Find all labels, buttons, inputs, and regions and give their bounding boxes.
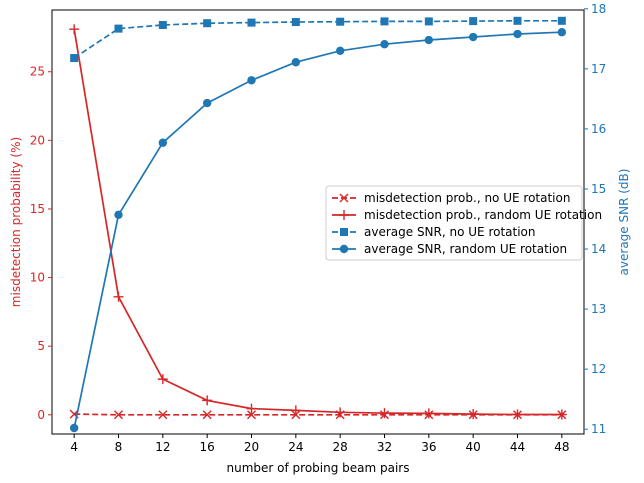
data-point	[202, 98, 212, 108]
data-point	[69, 24, 80, 35]
data-point	[114, 410, 123, 420]
right-y-tick-label: 16	[591, 122, 606, 136]
x-tick-label: 44	[510, 440, 525, 454]
data-point	[468, 409, 479, 420]
series-3	[70, 16, 566, 63]
legend-entry: misdetection prob., no UE rotation	[332, 191, 570, 205]
data-point	[291, 18, 300, 27]
legend-label: average SNR, no UE rotation	[364, 225, 536, 239]
data-point	[335, 46, 345, 56]
data-point	[424, 17, 433, 26]
data-point	[291, 58, 301, 67]
left-y-axis: 0 5 10 15 20 25	[30, 65, 52, 422]
legend-label: misdetection prob., random UE rotation	[364, 208, 602, 222]
data-point	[203, 19, 212, 28]
data-point	[113, 291, 124, 302]
data-point	[379, 408, 390, 419]
x-axis-label: number of probing beam pairs	[227, 461, 410, 475]
series-line	[73, 19, 562, 59]
legend-label: average SNR, random UE rotation	[364, 242, 567, 256]
right-y-tick-label: 18	[591, 2, 606, 16]
legend: misdetection prob., no UE rotation misdet…	[325, 185, 602, 261]
x-tick-label: 48	[554, 440, 569, 454]
right-y-tick-label: 15	[591, 182, 606, 196]
left-y-tick-label: 10	[30, 271, 45, 285]
data-point	[513, 29, 522, 39]
data-point	[468, 32, 478, 42]
series-line	[73, 31, 562, 429]
legend-entry: average SNR, no UE rotation	[332, 225, 536, 239]
legend-entry: misdetection prob., random UE rotation	[332, 208, 602, 222]
x-tick-label: 24	[288, 440, 303, 454]
data-point	[158, 21, 167, 30]
x-tick-label: 12	[155, 440, 170, 454]
x-axis: 4 8 12 16 20 24 28 32 36 40 44 48	[70, 434, 569, 454]
data-point	[556, 409, 567, 420]
data-point	[247, 76, 256, 85]
data-point	[202, 395, 213, 406]
left-y-tick-label: 20	[30, 133, 45, 147]
right-y-tick-label: 17	[591, 62, 606, 76]
data-point	[513, 16, 522, 25]
data-point	[380, 40, 389, 49]
x-tick-label: 28	[333, 440, 348, 454]
series-4	[69, 28, 567, 433]
right-y-tick-label: 13	[591, 302, 606, 316]
data-point	[247, 18, 256, 27]
x-tick-label: 4	[70, 440, 78, 454]
data-point	[114, 210, 123, 219]
plot-frame	[51, 9, 585, 435]
right-y-axis-label: average SNR (dB)	[617, 169, 631, 276]
right-y-tick-label: 12	[591, 362, 606, 376]
data-point	[114, 24, 123, 33]
right-y-tick-label: 11	[591, 422, 606, 436]
left-y-tick-label: 0	[37, 408, 45, 422]
x-tick-label: 20	[244, 440, 259, 454]
data-point	[247, 410, 256, 420]
data-point	[70, 54, 79, 63]
legend-label: misdetection prob., no UE rotation	[364, 191, 570, 205]
left-y-tick-label: 15	[30, 202, 45, 216]
data-point	[512, 409, 523, 420]
legend-marker	[339, 210, 349, 220]
data-point	[335, 407, 346, 418]
plot-area	[51, 9, 585, 435]
data-point	[469, 17, 478, 26]
data-point	[380, 17, 389, 26]
x-tick-label: 40	[466, 440, 481, 454]
data-point	[202, 410, 212, 420]
x-tick-label: 36	[421, 440, 436, 454]
right-y-tick-label: 14	[591, 242, 606, 256]
left-y-tick-label: 5	[37, 339, 45, 353]
data-point	[290, 405, 301, 416]
data-point	[336, 17, 345, 26]
left-y-tick-label: 25	[30, 65, 45, 79]
series-line	[73, 29, 562, 416]
data-point	[423, 408, 434, 419]
legend-box	[325, 185, 583, 261]
data-point	[158, 410, 168, 420]
legend-entry: average SNR, random UE rotation	[332, 242, 567, 256]
x-tick-label: 32	[377, 440, 392, 454]
x-tick-label: 16	[200, 440, 215, 454]
series-layer	[69, 16, 567, 433]
data-point	[557, 28, 567, 37]
legend-marker	[340, 228, 348, 236]
data-point	[424, 35, 434, 45]
data-point	[246, 403, 257, 414]
right-y-axis: 11 12 13 14 15 16 17 18	[584, 2, 606, 436]
left-y-axis-label: misdetection probability (%)	[9, 137, 23, 307]
x-tick-label: 8	[115, 440, 123, 454]
data-point	[69, 423, 79, 433]
legend-marker	[339, 193, 349, 203]
data-point	[157, 374, 168, 385]
legend-marker	[339, 244, 349, 254]
series-2	[69, 24, 567, 420]
data-point	[557, 16, 566, 25]
data-point	[158, 138, 168, 147]
